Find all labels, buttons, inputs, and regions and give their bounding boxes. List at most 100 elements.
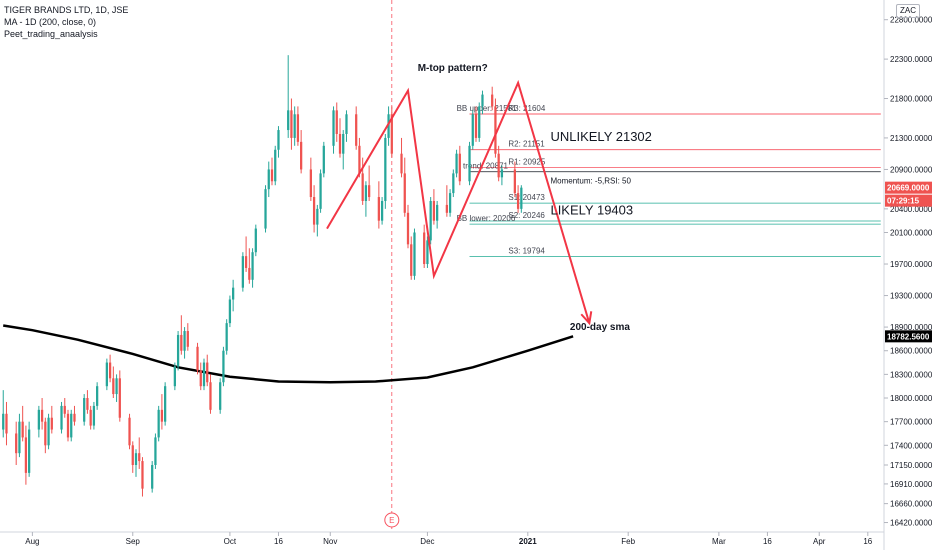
ma-indicator-label[interactable]: MA - 1D (200, close, 0) bbox=[4, 17, 97, 27]
price-tick-label: 22300.0000 bbox=[890, 55, 932, 64]
candle-body bbox=[180, 334, 183, 351]
candle-body bbox=[520, 187, 523, 209]
price-tick-label: 21300.0000 bbox=[890, 134, 932, 143]
last-price-label: 20669.0000 bbox=[887, 184, 930, 193]
candle bbox=[108, 354, 112, 383]
candle-body bbox=[264, 189, 267, 229]
candle bbox=[183, 327, 186, 359]
candle bbox=[500, 165, 504, 186]
level-label: R1: 20925 bbox=[508, 157, 545, 166]
candle bbox=[387, 106, 390, 146]
candle-body bbox=[50, 417, 53, 430]
candle bbox=[471, 110, 474, 150]
candle-body bbox=[118, 378, 121, 418]
candle bbox=[241, 252, 244, 292]
candle-body bbox=[474, 114, 478, 138]
candle bbox=[196, 342, 199, 375]
candle-body bbox=[244, 256, 248, 268]
candle bbox=[296, 106, 300, 146]
candle bbox=[429, 197, 432, 245]
chart-annotation: M-top pattern? bbox=[418, 63, 488, 74]
time-tick-label: Sep bbox=[126, 537, 141, 546]
time-tick-label: Nov bbox=[323, 537, 337, 546]
candle bbox=[209, 374, 212, 414]
candle-body bbox=[134, 453, 138, 466]
candle-body bbox=[513, 169, 516, 194]
level-label: S3: 19794 bbox=[508, 247, 545, 256]
candle-body bbox=[332, 110, 335, 146]
level-label: trend: 20871 bbox=[463, 162, 508, 171]
time-tick-label: Dec bbox=[420, 537, 434, 546]
candle-body bbox=[183, 331, 186, 351]
candle bbox=[290, 98, 293, 150]
candle-body bbox=[338, 133, 342, 154]
candle bbox=[287, 55, 290, 138]
price-tick-label: 20400.0000 bbox=[890, 205, 932, 214]
candle-body bbox=[335, 110, 338, 134]
candle-body bbox=[154, 437, 157, 466]
candle bbox=[60, 401, 63, 434]
candle bbox=[309, 157, 312, 201]
m-top-pattern-line bbox=[326, 79, 591, 324]
candle bbox=[423, 224, 426, 268]
candle bbox=[222, 346, 225, 387]
candle-body bbox=[60, 405, 63, 430]
candle-body bbox=[355, 114, 358, 146]
candle-body bbox=[387, 114, 390, 138]
candle bbox=[468, 141, 471, 186]
candle-body bbox=[15, 433, 18, 454]
candle-body bbox=[380, 200, 384, 221]
candle-body bbox=[403, 173, 406, 213]
candle bbox=[316, 204, 319, 237]
candle-body bbox=[364, 185, 368, 201]
candle-body bbox=[494, 106, 497, 154]
level-label: R2: 21151 bbox=[508, 140, 545, 149]
candle-body bbox=[40, 409, 44, 422]
candle bbox=[267, 161, 270, 198]
candle bbox=[335, 102, 338, 142]
candle bbox=[293, 106, 296, 146]
price-tick-label: 19300.0000 bbox=[890, 292, 932, 301]
time-tick-label: 16 bbox=[863, 537, 872, 546]
candle-body bbox=[254, 228, 257, 253]
candle bbox=[92, 401, 96, 430]
price-tick-label: 16660.0000 bbox=[890, 500, 932, 509]
candle bbox=[86, 390, 89, 414]
candle-body bbox=[228, 299, 232, 324]
candle bbox=[37, 405, 40, 438]
candle-body bbox=[89, 409, 92, 426]
candle bbox=[338, 118, 342, 158]
candle-body bbox=[274, 149, 277, 182]
candle bbox=[377, 181, 380, 229]
candle-body bbox=[196, 346, 199, 371]
candle-body bbox=[141, 461, 144, 489]
candle-body bbox=[164, 386, 167, 422]
candle-body bbox=[160, 409, 164, 422]
candle-body bbox=[429, 200, 432, 241]
price-tick-label: 22800.0000 bbox=[890, 16, 932, 25]
candle bbox=[24, 425, 28, 485]
price-tick-label: 17150.0000 bbox=[890, 461, 932, 470]
candle-body bbox=[209, 382, 212, 410]
earnings-label: E bbox=[389, 516, 394, 525]
time-tick-label: 16 bbox=[763, 537, 772, 546]
level-label: R3: 21604 bbox=[508, 104, 545, 113]
candle bbox=[164, 382, 167, 426]
candle bbox=[436, 200, 439, 229]
candle bbox=[322, 141, 325, 178]
candle bbox=[400, 137, 403, 178]
chart-annotation: LIKELY 19403 bbox=[550, 202, 633, 217]
time-tick-label: Apr bbox=[813, 537, 826, 546]
candle bbox=[426, 236, 429, 268]
candle bbox=[380, 197, 384, 225]
candle bbox=[406, 204, 410, 249]
candle bbox=[105, 358, 108, 391]
earnings-icon bbox=[384, 512, 400, 528]
candle bbox=[21, 405, 24, 442]
price-tick-label: 17700.0000 bbox=[890, 418, 932, 427]
candle bbox=[138, 437, 141, 469]
level-label: BB lower: 20206 bbox=[457, 214, 516, 223]
symbol-title[interactable]: TIGER BRANDS LTD, 1D, JSE bbox=[4, 5, 129, 15]
candle bbox=[73, 405, 76, 426]
